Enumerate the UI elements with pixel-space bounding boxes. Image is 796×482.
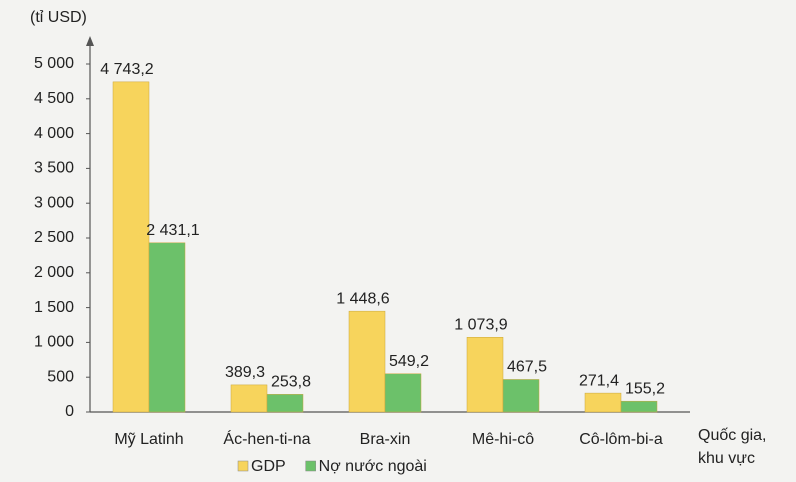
bar — [112, 81, 150, 413]
bar — [148, 242, 186, 413]
bar — [584, 392, 622, 413]
legend-label: Nợ nước ngoài — [319, 458, 427, 475]
value-label: 1 448,6 — [336, 290, 389, 307]
y-tick-label: 3 500 — [34, 160, 74, 177]
legend-label: GDP — [251, 458, 286, 475]
y-tick-label: 500 — [47, 368, 74, 385]
bar — [266, 394, 304, 413]
value-label: 271,4 — [579, 372, 619, 389]
value-label: 549,2 — [389, 353, 429, 370]
bar — [348, 310, 386, 413]
y-tick-label: 0 — [65, 403, 74, 420]
x-axis-label: Quốc gia, — [698, 427, 766, 444]
value-label: 4 743,2 — [100, 61, 153, 78]
legend-swatch — [237, 460, 249, 472]
x-tick-label: Bra-xin — [360, 431, 411, 448]
bar — [384, 373, 422, 413]
value-label: 2 431,1 — [146, 222, 199, 239]
bar — [466, 337, 504, 413]
bar — [502, 379, 540, 413]
y-tick-label: 1 500 — [34, 299, 74, 316]
y-axis-arrow — [86, 36, 94, 46]
value-label: 253,8 — [271, 374, 311, 391]
legend-swatch — [305, 460, 316, 472]
y-tick-label: 4 500 — [34, 90, 74, 107]
x-tick-label: Ác-hen-ti-na — [223, 429, 310, 448]
value-label: 155,2 — [625, 380, 665, 397]
y-tick-label: 3 000 — [34, 194, 74, 211]
y-tick-label: 5 000 — [34, 55, 74, 72]
y-tick-label: 1 000 — [34, 334, 74, 351]
value-label: 1 073,9 — [454, 316, 507, 333]
bar — [620, 400, 658, 413]
x-axis-label: khu vực — [698, 450, 755, 467]
bar — [230, 384, 268, 413]
y-tick-label: 2 000 — [34, 264, 74, 281]
value-label: 467,5 — [507, 359, 547, 376]
y-tick-label: 2 500 — [34, 229, 74, 246]
y-tick-label: 4 000 — [34, 125, 74, 142]
y-axis-label: (tỉ USD) — [30, 9, 87, 26]
x-tick-label: Mỹ Latinh — [114, 431, 183, 448]
x-tick-label: Mê-hi-cô — [472, 431, 534, 448]
value-label: 389,3 — [225, 364, 265, 381]
x-tick-label: Cô-lôm-bi-a — [579, 431, 663, 448]
